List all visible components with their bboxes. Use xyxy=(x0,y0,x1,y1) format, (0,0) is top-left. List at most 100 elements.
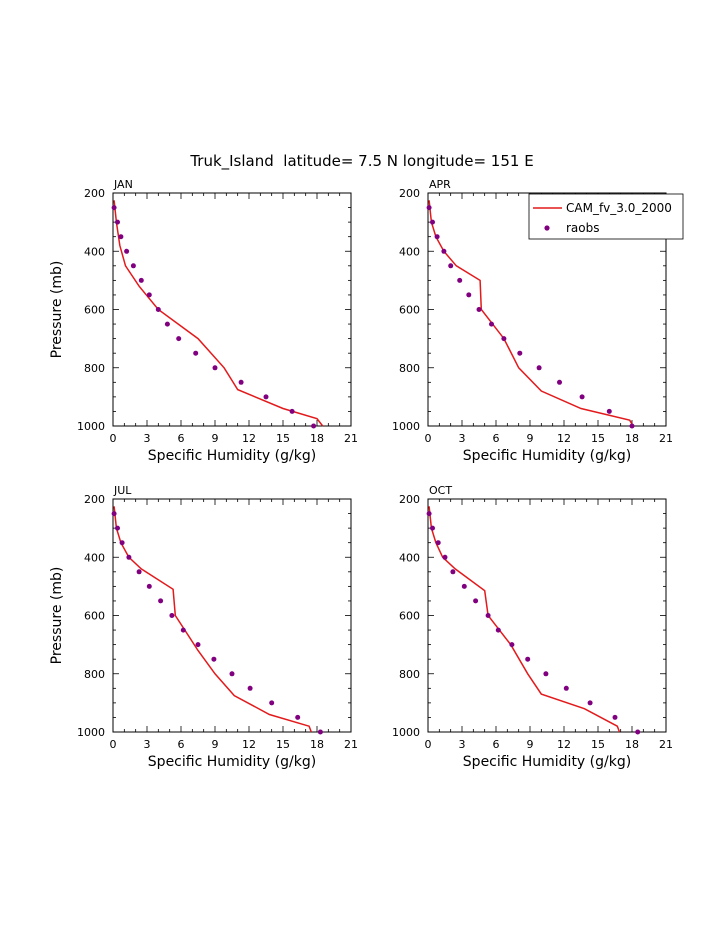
y-tick-label: 200 xyxy=(399,187,420,200)
obs-point xyxy=(563,685,569,691)
obs-point xyxy=(211,656,217,662)
y-tick-label: 600 xyxy=(399,304,420,317)
x-tick-label: 6 xyxy=(493,738,500,751)
panels: 0 3 6 9 12 15 18 212004006008001000JANSpecific … xyxy=(49,178,673,770)
obs-point xyxy=(473,598,479,604)
obs-point xyxy=(193,350,199,356)
obs-point xyxy=(435,540,441,546)
obs-point xyxy=(124,248,130,254)
obs-point xyxy=(212,365,218,371)
x-tick-label: 12 xyxy=(242,432,256,445)
x-tick-label: 15 xyxy=(591,432,605,445)
obs-point xyxy=(517,350,523,356)
y-tick-label: 800 xyxy=(399,362,420,375)
figure-title: Truk_Island latitude= 7.5 N longitude= 1… xyxy=(189,152,533,171)
obs-point xyxy=(146,292,152,298)
y-tick-label: 200 xyxy=(84,187,105,200)
obs-point xyxy=(448,263,454,269)
x-tick-label: 15 xyxy=(591,738,605,751)
plot-frame xyxy=(112,498,352,733)
obs-point xyxy=(158,598,164,604)
x-tick-label: 21 xyxy=(659,432,673,445)
obs-point xyxy=(450,569,456,575)
obs-point xyxy=(164,321,170,327)
obs-point xyxy=(606,408,612,414)
y-tick-label: 1000 xyxy=(392,726,420,739)
x-tick-label: 6 xyxy=(178,738,185,751)
x-tick-label: 21 xyxy=(344,432,358,445)
obs-point xyxy=(263,394,269,400)
obs-point xyxy=(247,685,253,691)
panel-label: APR xyxy=(429,178,451,191)
obs-point xyxy=(269,700,275,706)
obs-point xyxy=(155,307,161,312)
x-tick-label: 6 xyxy=(493,432,500,445)
y-tick-label: 800 xyxy=(84,362,105,375)
obs-point xyxy=(111,205,117,211)
obs-point xyxy=(430,525,435,531)
obs-point xyxy=(115,219,120,225)
obs-point xyxy=(525,656,531,662)
obs-point xyxy=(115,525,120,531)
obs-point xyxy=(495,627,501,633)
x-tick-label: 9 xyxy=(212,432,219,445)
obs-point xyxy=(509,642,515,648)
x-axis-label: Specific Humidity (g/kg) xyxy=(148,754,316,770)
x-tick-label: 0 xyxy=(425,432,432,445)
y-tick-label: 400 xyxy=(84,551,105,564)
obs-point xyxy=(485,613,491,618)
obs-point xyxy=(629,423,635,429)
obs-point xyxy=(434,234,440,240)
obs-point xyxy=(635,729,641,735)
y-tick-label: 1000 xyxy=(392,420,420,433)
x-tick-label: 12 xyxy=(557,738,571,751)
obs-point xyxy=(180,627,186,633)
x-tick-label: 0 xyxy=(110,432,117,445)
obs-point xyxy=(169,613,175,618)
obs-point xyxy=(457,277,463,283)
x-tick-label: 0 xyxy=(425,738,432,751)
panel-label: OCT xyxy=(429,484,452,497)
x-tick-label: 18 xyxy=(310,432,324,445)
y-tick-label: 400 xyxy=(84,245,105,258)
obs-point xyxy=(295,714,301,720)
y-tick-label: 800 xyxy=(84,668,105,681)
obs-point xyxy=(136,569,142,575)
obs-point xyxy=(426,205,432,211)
x-tick-label: 9 xyxy=(527,432,534,445)
x-tick-label: 21 xyxy=(344,738,358,751)
x-tick-label: 18 xyxy=(625,738,639,751)
legend-obs-marker xyxy=(544,225,550,231)
obs-point xyxy=(311,423,317,429)
legend-box xyxy=(528,193,684,240)
obs-point xyxy=(111,511,117,517)
y-axis-label: Pressure (mb) xyxy=(49,567,65,665)
x-tick-label: 6 xyxy=(178,432,185,445)
obs-point xyxy=(442,554,448,560)
legend: CAM_fv_3.0_2000 raobs xyxy=(528,193,684,240)
y-tick-label: 400 xyxy=(399,551,420,564)
x-tick-label: 3 xyxy=(459,738,466,751)
y-tick-label: 600 xyxy=(84,304,105,317)
obs-point xyxy=(466,292,472,298)
obs-point xyxy=(238,379,244,385)
y-tick-label: 200 xyxy=(84,493,105,506)
obs-point xyxy=(138,277,144,283)
x-tick-label: 15 xyxy=(276,738,290,751)
panel-label: JUL xyxy=(113,484,132,497)
obs-point xyxy=(579,394,585,400)
obs-point xyxy=(501,336,507,342)
obs-point xyxy=(229,671,235,677)
x-tick-label: 21 xyxy=(659,738,673,751)
panel-label: JAN xyxy=(113,178,133,191)
model-profile-line xyxy=(113,200,324,427)
obs-point xyxy=(119,540,125,546)
plot-frame xyxy=(112,192,352,427)
obs-point xyxy=(441,248,447,254)
x-tick-label: 12 xyxy=(557,432,571,445)
y-tick-label: 800 xyxy=(399,668,420,681)
y-tick-label: 400 xyxy=(399,245,420,258)
panel-apr: 0 3 6 9 12 15 18 21 200 400 600 800 1000 APR Specific … xyxy=(392,178,673,464)
x-tick-label: 3 xyxy=(144,432,151,445)
x-axis-label: Specific Humidity (g/kg) xyxy=(463,448,631,464)
